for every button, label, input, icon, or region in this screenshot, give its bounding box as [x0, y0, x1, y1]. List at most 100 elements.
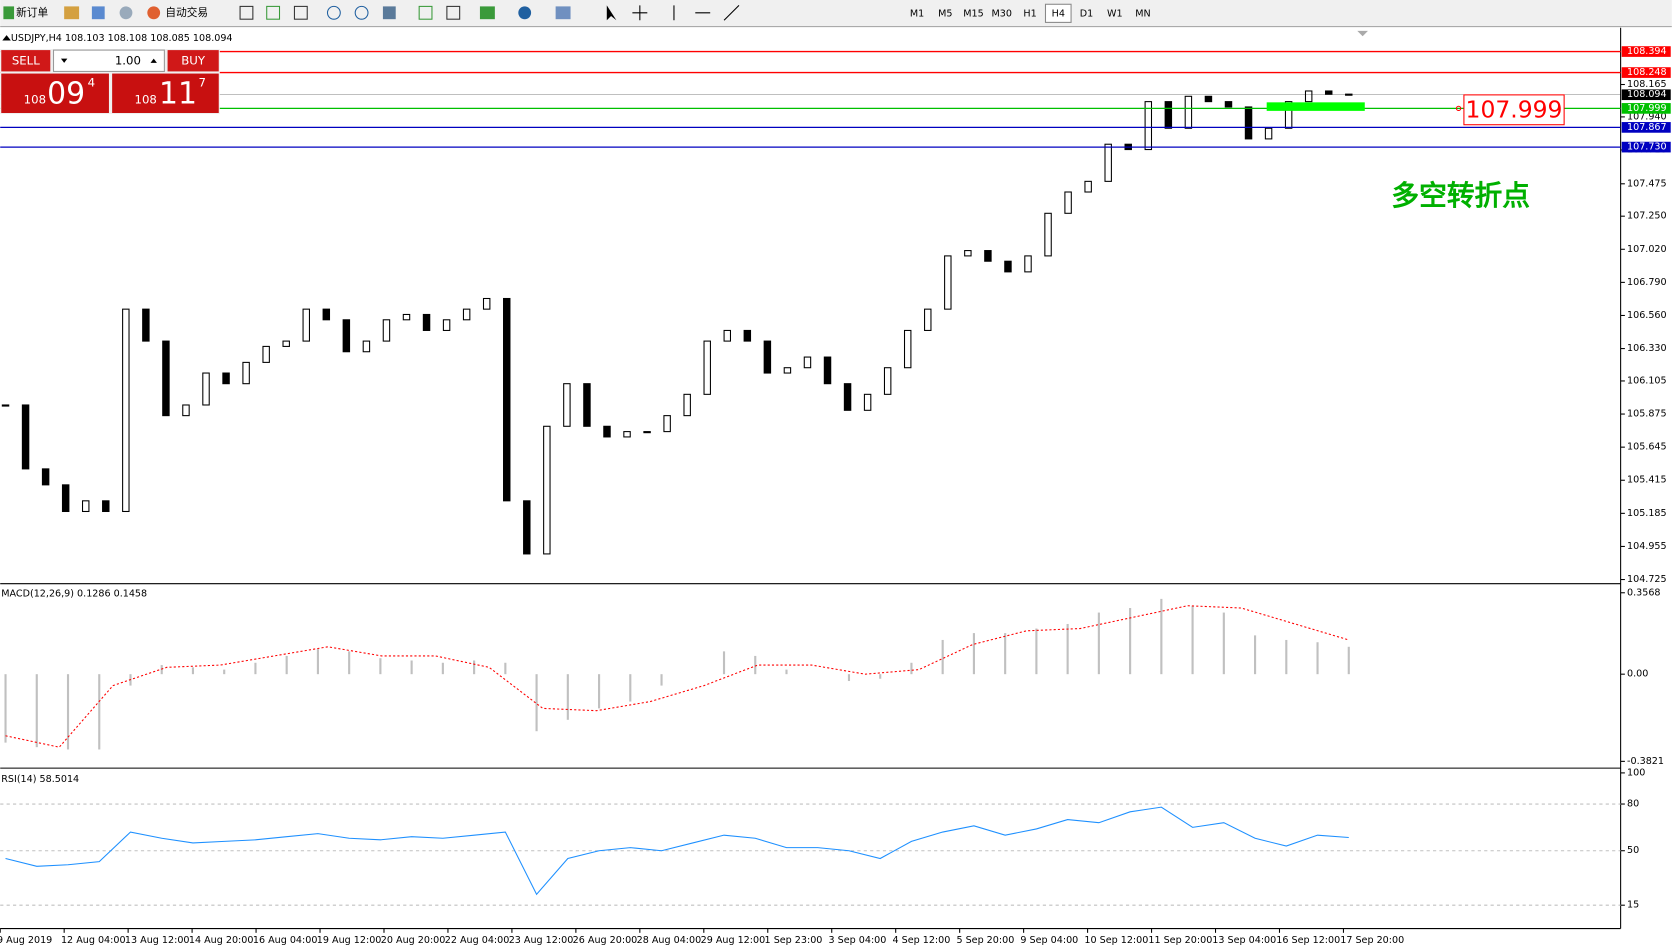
x-tick-label: 3 Sep 04:00 — [829, 935, 887, 946]
candle — [1144, 101, 1153, 151]
timeframe-button[interactable]: H1 — [1023, 8, 1036, 19]
price-level-box — [1621, 67, 1671, 78]
candle — [583, 383, 591, 427]
macd-bar — [879, 674, 882, 679]
toolbar — [0, 0, 1672, 27]
candle — [382, 319, 391, 342]
macd-bar — [254, 662, 257, 675]
price-level-box — [1621, 122, 1671, 133]
timeframe-button[interactable]: M5 — [938, 8, 952, 19]
sell-button[interactable] — [1, 50, 51, 72]
candle — [1284, 101, 1293, 129]
macd-bar — [941, 639, 944, 675]
candle — [723, 329, 732, 342]
tool[interactable] — [266, 5, 281, 20]
buy-label[interactable]: BUY — [181, 53, 206, 67]
macd-bar — [66, 674, 70, 750]
timeframe-button[interactable]: H4 — [1052, 8, 1065, 19]
buy-price-big[interactable]: 108 — [135, 93, 157, 107]
x-tick-label: 16 Aug 04:00 — [253, 935, 318, 946]
new-order[interactable]: 新订单 — [16, 6, 48, 19]
timeframe-button[interactable]: MN — [1135, 8, 1150, 19]
macd-bar — [285, 655, 288, 675]
panel-toggle[interactable] — [2, 35, 11, 41]
toolbar-icon[interactable] — [119, 6, 133, 20]
candle — [563, 383, 571, 427]
auto-trading[interactable]: 自动交易 — [165, 6, 208, 19]
macd-bar — [223, 669, 226, 675]
tool[interactable] — [446, 5, 461, 20]
annotation: 多空转折点 — [1391, 179, 1530, 212]
macd-bar — [1160, 598, 1163, 675]
tool[interactable] — [326, 5, 341, 20]
toolbar-icon[interactable] — [91, 6, 105, 20]
sell-label[interactable]: SELL — [12, 53, 40, 67]
buy-price-frac[interactable]: 7 — [198, 76, 205, 90]
buy-button[interactable] — [167, 50, 219, 72]
candle — [342, 319, 351, 353]
cursor-tool[interactable] — [606, 5, 617, 21]
crosshair-tool[interactable] — [632, 5, 648, 21]
tool[interactable] — [239, 5, 254, 20]
timeframe-button[interactable]: D1 — [1080, 8, 1093, 19]
tool[interactable] — [382, 6, 396, 20]
macd-bar — [1191, 605, 1194, 675]
tool[interactable] — [293, 5, 308, 20]
zone-highlight — [1266, 102, 1365, 111]
tool[interactable] — [354, 5, 369, 20]
timeframe-button[interactable]: M15 — [963, 8, 983, 19]
sell-price-big[interactable]: 108 — [24, 93, 46, 107]
sell-price-box[interactable] — [1, 73, 109, 114]
candle — [803, 356, 812, 369]
x-tick-label: 20 Aug 20:00 — [381, 935, 446, 946]
macd-bar — [1253, 635, 1257, 675]
y-tick-label: 105.185 — [1627, 508, 1667, 519]
macd-bar — [785, 669, 788, 675]
timeframe-button[interactable]: M1 — [910, 8, 924, 19]
candle — [222, 372, 230, 385]
macd-bar — [410, 660, 413, 675]
plots: 108.165107.940107.710107.475107.250107.0… — [0, 46, 1671, 946]
y-tick-label: 107.475 — [1627, 178, 1667, 189]
x-tick-label: 26 Aug 20:00 — [573, 935, 638, 946]
y-tick-label: 0.00 — [1627, 669, 1648, 680]
tool[interactable] — [555, 6, 571, 20]
x-tick-label: 4 Sep 12:00 — [893, 935, 951, 946]
candle — [462, 308, 471, 321]
macd-bar — [1222, 612, 1225, 675]
lot-value[interactable]: 1.00 — [115, 53, 141, 67]
macd-header: MACD(12,26,9) 0.1286 0.1458 — [1, 588, 147, 599]
timeframe-button[interactable]: M30 — [992, 8, 1012, 19]
buy-price-pips[interactable]: 11 — [159, 76, 197, 111]
x-tick-label: 9 Aug 2019 — [0, 935, 52, 946]
tool[interactable] — [418, 5, 433, 20]
candle — [1224, 101, 1233, 108]
timeframe-button[interactable]: W1 — [1107, 8, 1123, 19]
lot-field[interactable] — [52, 49, 165, 72]
tool[interactable] — [479, 6, 495, 20]
buy-price-box[interactable] — [112, 73, 219, 114]
candle — [482, 297, 491, 310]
candle — [302, 308, 310, 342]
new-order-icon[interactable] — [3, 6, 15, 20]
price-level-label: 107.730 — [1627, 142, 1667, 153]
line-tools[interactable] — [673, 4, 740, 21]
auto-trading-icon[interactable] — [147, 6, 161, 20]
candle — [763, 340, 772, 374]
macd-bar — [1004, 633, 1007, 675]
chart-header: USDJPY,H4 108.103 108.108 108.085 108.09… — [11, 33, 233, 44]
y-tick-label: 108.165 — [1627, 79, 1667, 90]
candle — [422, 313, 431, 331]
tool[interactable] — [518, 6, 532, 20]
candle — [623, 431, 631, 438]
x-tick-label: 1 Sep 23:00 — [765, 935, 823, 946]
candle — [362, 340, 371, 353]
price-level-label: 107.999 — [1627, 103, 1667, 114]
candle — [242, 361, 250, 385]
sell-price-pips[interactable]: 09 — [47, 76, 85, 111]
toolbar-icon[interactable] — [64, 6, 80, 20]
candle — [1264, 127, 1273, 140]
y-tick-label: -0.3821 — [1627, 756, 1664, 767]
candle — [503, 297, 511, 502]
sell-price-frac[interactable]: 4 — [88, 76, 95, 90]
